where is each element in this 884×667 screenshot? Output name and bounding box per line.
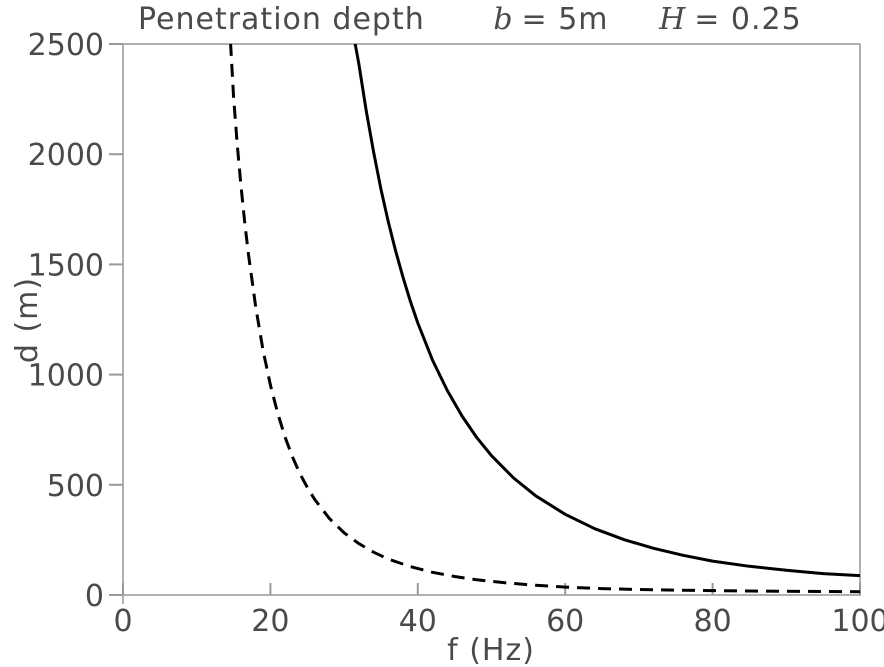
y-tick-label: 0 xyxy=(85,579,104,614)
curve-dashed xyxy=(229,44,860,594)
param-b-value: = 5m xyxy=(521,2,609,37)
x-axis-title: f (Hz) xyxy=(447,633,535,667)
curve-solid xyxy=(353,44,860,578)
x-tick-label: 80 xyxy=(694,604,732,639)
x-tick-label: 0 xyxy=(113,604,132,639)
y-tick-label: 2500 xyxy=(28,28,104,63)
x-tick-label: 100 xyxy=(831,604,884,639)
y-tick-label: 500 xyxy=(47,469,104,504)
x-tick-label: 40 xyxy=(399,604,437,639)
chart-title: Penetration depth b = 5m H = 0.25 xyxy=(138,2,802,37)
y-axis-title: d (m) xyxy=(10,276,45,364)
plot-frame xyxy=(122,43,861,596)
chart-title-text: Penetration depth xyxy=(138,2,425,37)
chart-title-param-b: b = 5m xyxy=(493,2,608,37)
param-h-value: = 0.25 xyxy=(694,2,802,37)
y-tick-label: 2000 xyxy=(28,138,104,173)
math-var-b: b xyxy=(493,2,514,37)
x-tick-label: 60 xyxy=(546,604,584,639)
x-tick-label: 20 xyxy=(251,604,289,639)
chart-title-param-h: H = 0.25 xyxy=(659,2,802,37)
math-var-h: H xyxy=(659,2,687,37)
y-tick-label: 1500 xyxy=(28,248,104,283)
y-tick-label: 1000 xyxy=(28,359,104,394)
